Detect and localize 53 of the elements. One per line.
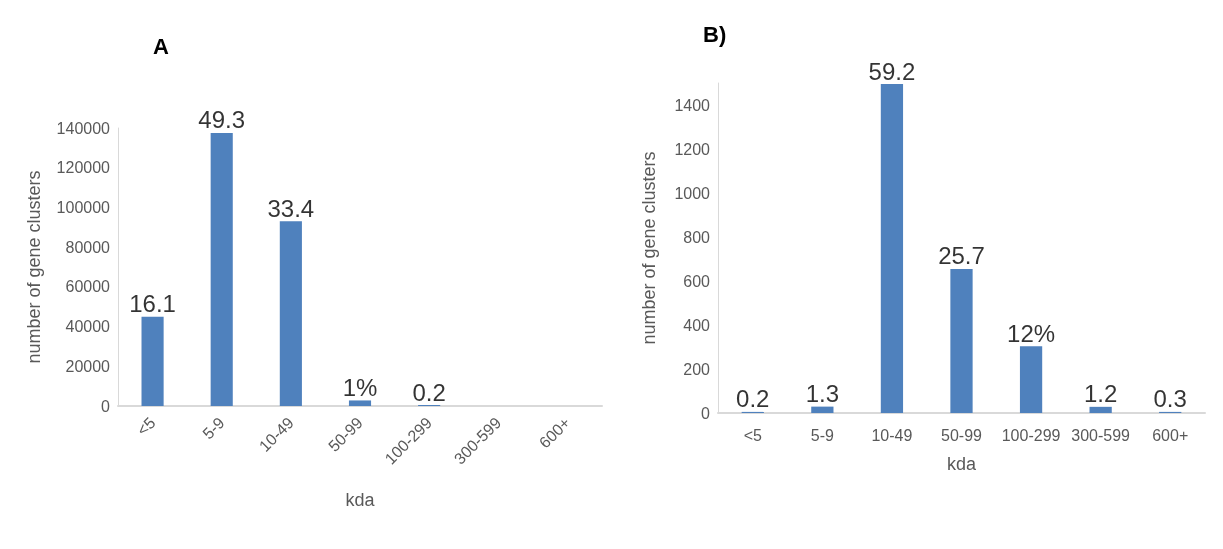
- bar: [811, 406, 834, 413]
- x-tick-label: <5: [743, 426, 762, 444]
- y-tick-label: 1200: [674, 140, 711, 158]
- annotation: 1%: [342, 373, 378, 401]
- annotation: 16.1: [129, 290, 176, 318]
- y-tick-label: 600: [683, 272, 711, 290]
- annotation: 0.2: [736, 385, 770, 413]
- annotation: 0.2: [412, 378, 446, 406]
- x-axis-title: kda: [345, 490, 376, 510]
- x-tick-label: 50-99: [941, 426, 983, 444]
- x-tick-label: 10-49: [871, 426, 913, 444]
- annotation: 1.3: [805, 380, 840, 408]
- bar: [279, 221, 302, 406]
- annotation: 59.2: [868, 57, 916, 85]
- y-tick-label: 40000: [65, 318, 111, 336]
- y-tick-label: 80000: [65, 238, 111, 256]
- y-tick-label: 0: [701, 404, 711, 422]
- annotation: 49.3: [198, 106, 246, 134]
- y-tick-label: 400: [683, 316, 711, 334]
- x-tick-label: 300-599: [1071, 426, 1131, 444]
- x-tick-label: 600+: [535, 413, 574, 452]
- bar: [141, 316, 164, 406]
- bar: [880, 84, 904, 413]
- bar: [210, 132, 233, 406]
- y-tick-label: 60000: [65, 278, 111, 296]
- x-tick-label: 5-9: [810, 426, 835, 444]
- chart-title: B): [703, 21, 727, 47]
- annotation: 1.2: [1083, 380, 1118, 408]
- annotation: 12%: [1007, 319, 1056, 347]
- annotation: 33.4: [267, 194, 315, 222]
- x-tick-label: 100-299: [1001, 426, 1061, 444]
- chart-title: A: [153, 33, 169, 59]
- y-tick-label: 1000: [674, 184, 711, 202]
- bar: [950, 268, 973, 413]
- y-tick-label: 100000: [56, 198, 111, 216]
- y-tick-label: 0: [101, 397, 111, 415]
- x-tick-label: <5: [133, 413, 159, 439]
- y-tick-label: 20000: [65, 357, 111, 375]
- y-tick-label: 120000: [56, 159, 111, 177]
- bar: [1089, 406, 1112, 413]
- x-tick-label: 5-9: [199, 413, 228, 443]
- y-axis-title: number of gene clusters: [24, 170, 44, 364]
- x-axis-title: kda: [946, 454, 977, 474]
- x-tick-label: 600+: [1152, 426, 1189, 444]
- bar: [348, 400, 372, 406]
- annotation: 25.7: [938, 242, 985, 270]
- y-tick-label: 1400: [674, 96, 711, 114]
- y-tick-label: 200: [683, 360, 711, 378]
- y-tick-label: 140000: [56, 119, 111, 137]
- y-tick-label: 800: [683, 228, 711, 246]
- bar: [1019, 346, 1043, 413]
- annotation: 0.3: [1153, 385, 1187, 413]
- y-axis-title: number of gene clusters: [639, 151, 659, 345]
